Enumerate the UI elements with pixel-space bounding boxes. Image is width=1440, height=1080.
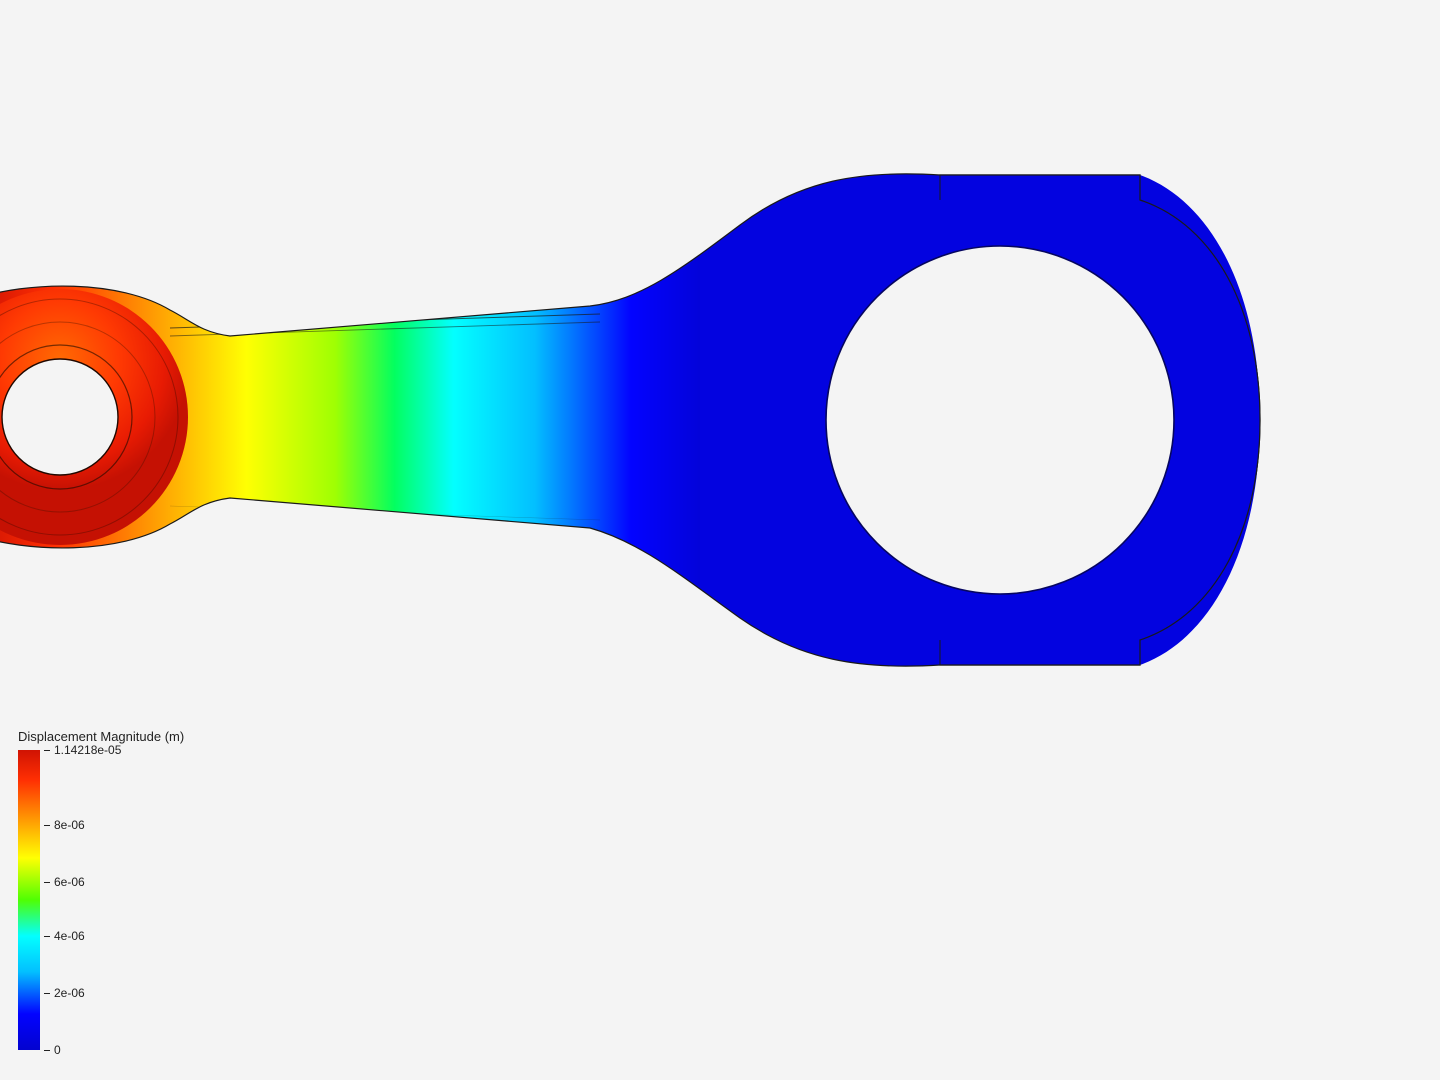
legend-tick-label: 4e-06 [54,929,85,943]
legend-tick: 4e-06 [44,929,85,943]
legend-tick-label: 0 [54,1043,61,1057]
legend-tick-label: 8e-06 [54,818,85,832]
legend-tick: 0 [44,1043,61,1057]
simulation-viewport: Displacement Magnitude (m) [0,0,1440,1080]
legend-tick: 2e-06 [44,986,85,1000]
legend-title: Displacement Magnitude (m) [18,729,248,744]
legend-tick: 1.14218e-05 [44,743,121,757]
legend-tick-label: 1.14218e-05 [54,743,121,757]
legend-tick-label: 2e-06 [54,986,85,1000]
legend-tick: 6e-06 [44,875,85,889]
color-legend: Displacement Magnitude (m) [18,729,248,1050]
legend-ticks: 1.14218e-058e-066e-064e-062e-060 [44,750,248,1050]
legend-colorbar [18,750,40,1050]
legend-tick-label: 6e-06 [54,875,85,889]
big-end-bore [826,246,1174,594]
legend-tick: 8e-06 [44,818,85,832]
